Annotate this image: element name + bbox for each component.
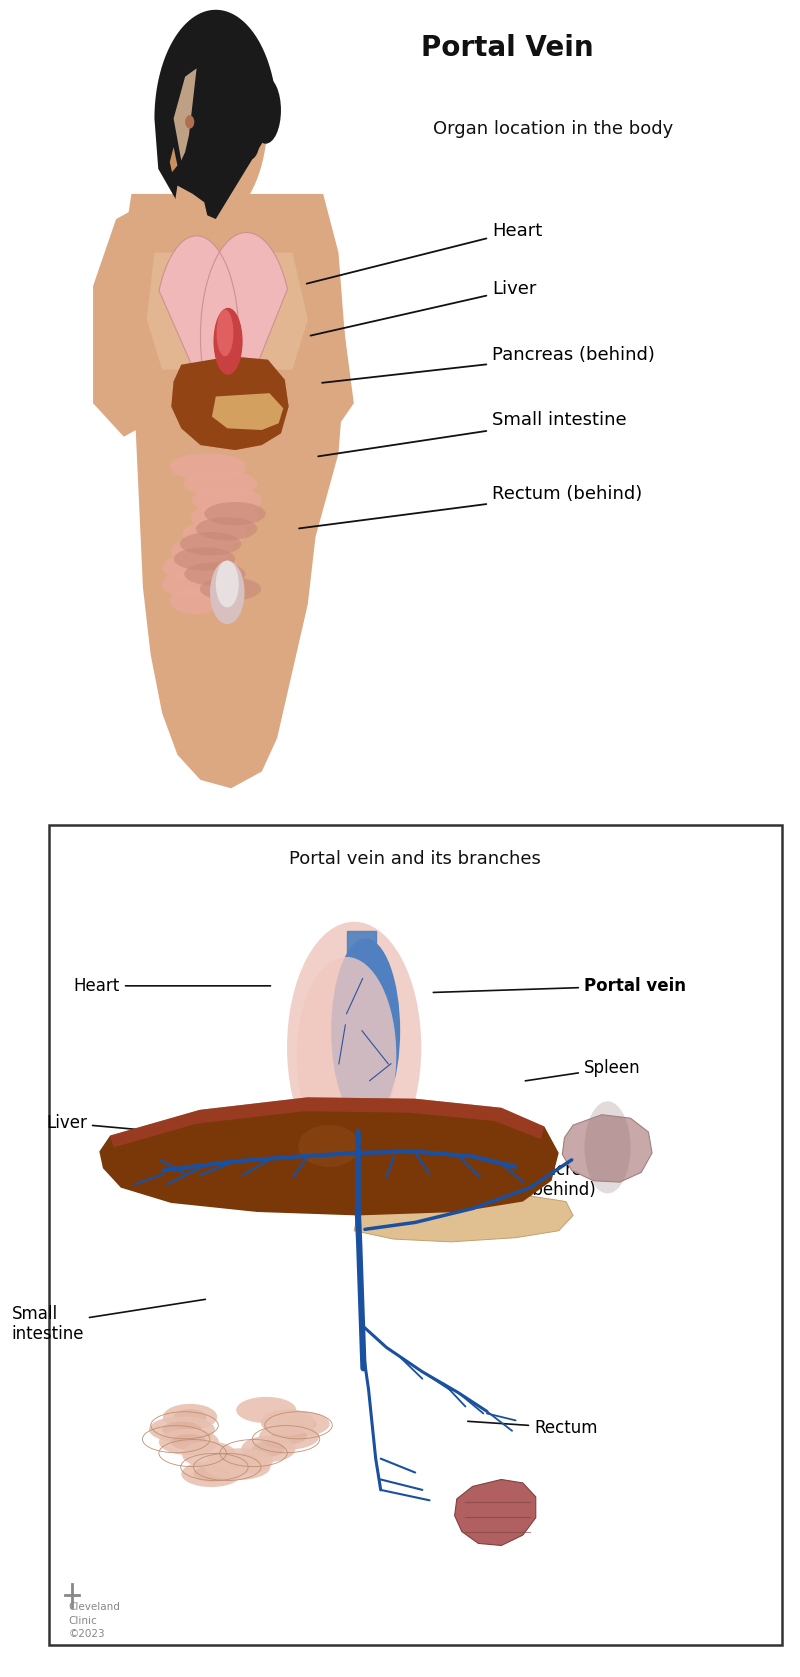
Ellipse shape bbox=[220, 1454, 260, 1469]
Ellipse shape bbox=[184, 470, 258, 496]
Ellipse shape bbox=[217, 310, 234, 356]
Ellipse shape bbox=[271, 1429, 307, 1444]
Polygon shape bbox=[454, 1479, 536, 1546]
Polygon shape bbox=[354, 1196, 573, 1243]
Ellipse shape bbox=[217, 89, 224, 116]
Text: Pancreas
(behind): Pancreas (behind) bbox=[460, 1160, 601, 1199]
Ellipse shape bbox=[184, 562, 246, 585]
Ellipse shape bbox=[216, 560, 238, 607]
Polygon shape bbox=[93, 195, 174, 436]
Text: Small intestine: Small intestine bbox=[318, 411, 626, 456]
Text: Portal vein and its branches: Portal vein and its branches bbox=[290, 850, 541, 869]
Ellipse shape bbox=[214, 309, 242, 374]
Text: Liver: Liver bbox=[46, 1114, 213, 1137]
Polygon shape bbox=[175, 15, 266, 169]
Ellipse shape bbox=[236, 1397, 296, 1424]
Polygon shape bbox=[171, 356, 289, 449]
Polygon shape bbox=[562, 1115, 652, 1182]
Ellipse shape bbox=[287, 922, 422, 1172]
Polygon shape bbox=[159, 236, 238, 419]
Polygon shape bbox=[212, 392, 283, 429]
Ellipse shape bbox=[244, 89, 252, 116]
Text: Organ location in the body: Organ location in the body bbox=[433, 119, 674, 138]
Ellipse shape bbox=[200, 577, 261, 600]
Ellipse shape bbox=[585, 1102, 630, 1194]
Polygon shape bbox=[289, 195, 354, 436]
Ellipse shape bbox=[259, 1424, 319, 1449]
Text: Portal vein: Portal vein bbox=[434, 976, 686, 994]
Ellipse shape bbox=[204, 501, 266, 525]
Polygon shape bbox=[174, 186, 208, 233]
Ellipse shape bbox=[297, 958, 396, 1154]
Ellipse shape bbox=[170, 537, 232, 563]
Ellipse shape bbox=[261, 1409, 315, 1436]
Ellipse shape bbox=[252, 1441, 285, 1457]
Text: Rectum: Rectum bbox=[468, 1419, 598, 1437]
Text: Pancreas (behind): Pancreas (behind) bbox=[322, 345, 654, 382]
Ellipse shape bbox=[185, 116, 194, 129]
Ellipse shape bbox=[205, 1454, 270, 1481]
Ellipse shape bbox=[189, 89, 197, 116]
Ellipse shape bbox=[210, 560, 245, 624]
Ellipse shape bbox=[196, 517, 258, 540]
Ellipse shape bbox=[241, 117, 260, 159]
Ellipse shape bbox=[162, 570, 217, 597]
Ellipse shape bbox=[192, 486, 262, 513]
Ellipse shape bbox=[159, 1429, 219, 1456]
Ellipse shape bbox=[264, 1410, 330, 1437]
Text: Liver: Liver bbox=[310, 280, 536, 335]
Ellipse shape bbox=[174, 1409, 206, 1425]
Ellipse shape bbox=[149, 1417, 215, 1442]
Polygon shape bbox=[110, 1097, 544, 1147]
Text: Spleen: Spleen bbox=[526, 1058, 641, 1082]
Text: Heart: Heart bbox=[306, 221, 542, 283]
Ellipse shape bbox=[182, 1441, 236, 1467]
Polygon shape bbox=[164, 18, 267, 220]
Ellipse shape bbox=[182, 1461, 242, 1487]
Ellipse shape bbox=[171, 1434, 207, 1451]
Ellipse shape bbox=[182, 520, 246, 547]
Polygon shape bbox=[154, 10, 277, 220]
Polygon shape bbox=[201, 233, 287, 421]
Text: Rectum (behind): Rectum (behind) bbox=[299, 485, 642, 528]
Ellipse shape bbox=[162, 553, 221, 580]
Ellipse shape bbox=[163, 1404, 218, 1430]
Ellipse shape bbox=[230, 89, 238, 116]
Text: Portal Vein: Portal Vein bbox=[421, 34, 594, 62]
Ellipse shape bbox=[194, 1466, 230, 1482]
Ellipse shape bbox=[162, 1422, 202, 1437]
Ellipse shape bbox=[298, 1125, 360, 1167]
Text: Small
intestine: Small intestine bbox=[11, 1300, 206, 1343]
Polygon shape bbox=[210, 181, 245, 236]
Polygon shape bbox=[170, 148, 178, 173]
Ellipse shape bbox=[277, 1415, 317, 1432]
Text: Cleveland
Clinic
©2023: Cleveland Clinic ©2023 bbox=[69, 1603, 121, 1638]
Ellipse shape bbox=[331, 939, 400, 1122]
Polygon shape bbox=[171, 356, 289, 449]
Ellipse shape bbox=[202, 89, 210, 116]
Ellipse shape bbox=[180, 532, 242, 555]
Ellipse shape bbox=[170, 587, 222, 614]
Ellipse shape bbox=[207, 1449, 273, 1474]
FancyBboxPatch shape bbox=[49, 825, 782, 1645]
Polygon shape bbox=[174, 69, 197, 161]
Polygon shape bbox=[146, 253, 308, 369]
Text: Heart: Heart bbox=[74, 976, 270, 994]
Ellipse shape bbox=[174, 547, 235, 570]
Polygon shape bbox=[99, 1097, 558, 1216]
Polygon shape bbox=[124, 195, 346, 788]
Ellipse shape bbox=[191, 503, 258, 530]
Ellipse shape bbox=[170, 453, 246, 480]
Ellipse shape bbox=[242, 1436, 295, 1462]
Ellipse shape bbox=[250, 77, 281, 144]
